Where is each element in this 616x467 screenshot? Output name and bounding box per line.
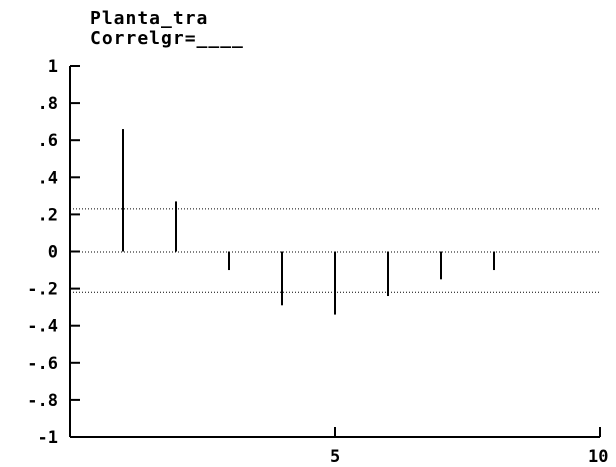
y-tick-label: .2: [38, 205, 58, 225]
y-tick-label: .4: [38, 168, 58, 188]
y-tick-label: -.2: [27, 280, 58, 300]
y-tick-label: .6: [38, 131, 58, 151]
y-tick-label: -.6: [27, 354, 58, 374]
chart-subtitle: Correlgr=____: [90, 28, 244, 49]
y-tick-label: -.4: [27, 317, 58, 337]
y-tick-label: -1: [38, 428, 58, 448]
x-tick-label: 10: [588, 447, 608, 467]
x-ticks: 5 10: [330, 427, 608, 467]
y-tick-label: 1: [48, 57, 58, 77]
x-tick-label: 5: [330, 447, 340, 467]
y-ticks: 1 .8 .6 .4 .2 0 -.2 -.4 -.6 -.8 -1: [27, 57, 80, 448]
y-tick-label: 0: [48, 243, 58, 263]
correlation-spikes: [122, 129, 495, 315]
y-tick-label: -.8: [27, 391, 58, 411]
y-tick-label: .8: [38, 94, 58, 114]
chart-title: Planta_tra: [90, 8, 208, 29]
